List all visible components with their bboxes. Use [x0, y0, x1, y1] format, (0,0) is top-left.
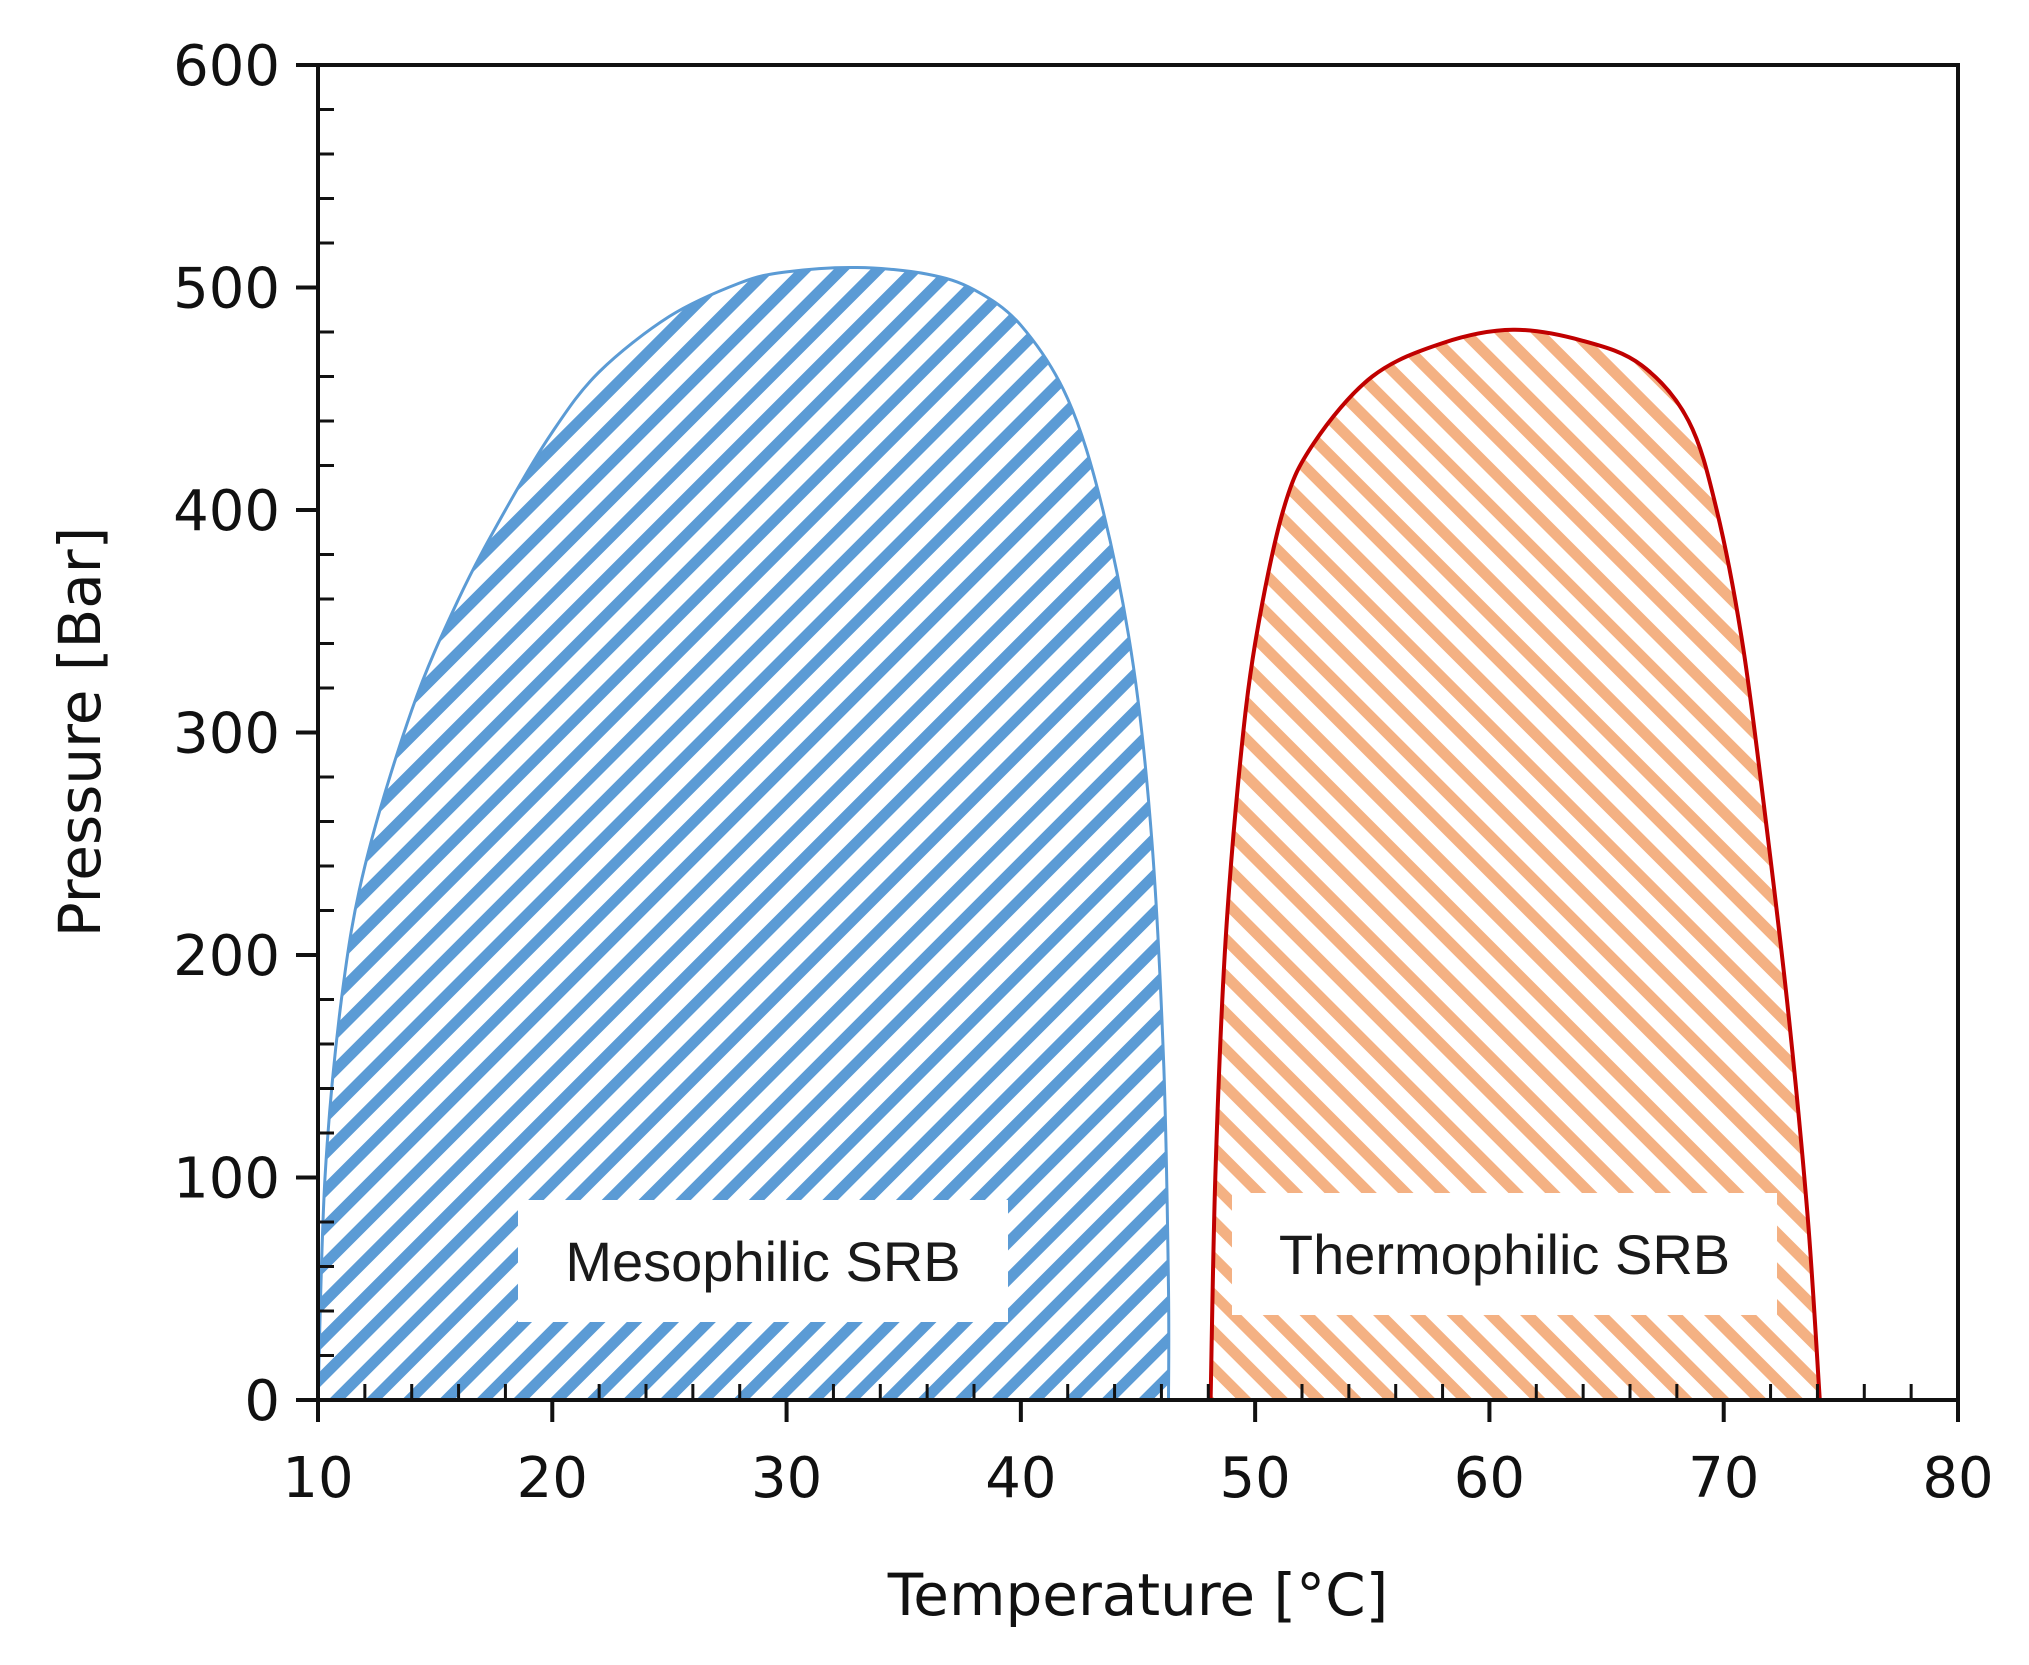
x-tick-label: 50	[1220, 1446, 1291, 1511]
x-axis-title: Temperature [°C]	[887, 1561, 1389, 1629]
y-tick-label: 200	[173, 924, 280, 989]
y-axis-title: Pressure [Bar]	[46, 527, 114, 938]
x-tick-label: 20	[517, 1446, 588, 1511]
x-tick-label: 60	[1454, 1446, 1525, 1511]
x-tick-label: 30	[751, 1446, 822, 1511]
y-tick-label: 100	[173, 1147, 280, 1212]
regions-group: Mesophilic SRB Thermophilic SRB	[316, 265, 1822, 1402]
mesophilic-srb-label: Mesophilic SRB	[565, 1230, 960, 1293]
y-tick-label: 600	[173, 34, 280, 99]
y-tick-label: 400	[173, 479, 280, 544]
x-tick-label: 70	[1688, 1446, 1759, 1511]
thermophilic-srb-region	[1208, 327, 1822, 1402]
x-tick-label: 80	[1922, 1446, 1993, 1511]
x-tick-label: 10	[282, 1446, 353, 1511]
thermophilic-srb-label-box	[1232, 1193, 1777, 1315]
y-axis-ticks: 0 100 200 300 400 500 600	[173, 34, 318, 1434]
minor-ticks	[318, 108, 1913, 1400]
y-tick-label: 300	[173, 702, 280, 767]
thermophilic-srb-label: Thermophilic SRB	[1279, 1223, 1730, 1286]
mesophilic-srb-region	[316, 265, 1171, 1402]
y-tick-label: 0	[244, 1369, 280, 1434]
x-tick-label: 40	[985, 1446, 1056, 1511]
y-tick-label: 500	[173, 257, 280, 322]
mesophilic-srb-label-box	[518, 1200, 1008, 1322]
x-axis-ticks: 10 20 30 40 50 60 70 80	[282, 1400, 1994, 1511]
